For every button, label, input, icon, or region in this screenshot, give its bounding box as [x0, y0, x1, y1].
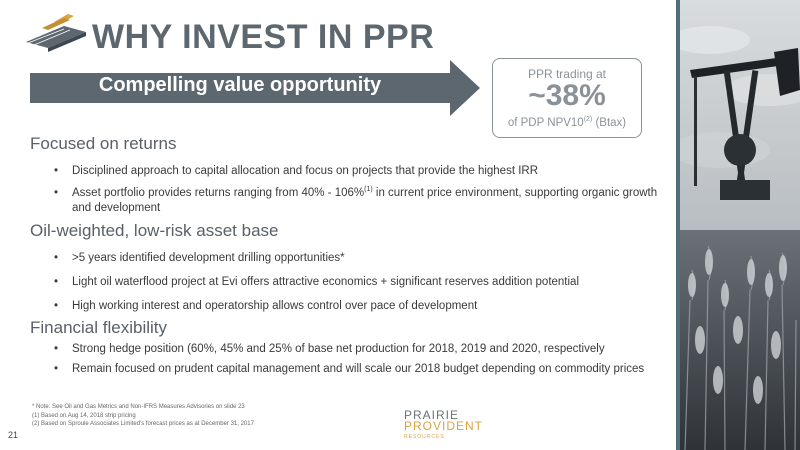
company-logo-icon	[26, 14, 86, 52]
bullet-item: • Asset portfolio provides returns rangin…	[54, 186, 658, 214]
valuation-callout: PPR trading at ~38% of PDP NPV10(2) (Bta…	[492, 58, 642, 138]
bullet-item: • High working interest and operatorship …	[54, 300, 478, 312]
page-number: 21	[8, 430, 19, 440]
footnote-note: * Note: See Oil and Gas Metrics and Non-…	[32, 404, 245, 410]
callout-subtext: of PDP NPV10(2) (Btax)	[507, 116, 627, 129]
bullet-item: • Strong hedge position (60%, 45% and 25%…	[54, 343, 605, 355]
footnote-2: (2) Based on Sproule Associates Limited'…	[32, 421, 254, 427]
bullet-item: • Disciplined approach to capital allocat…	[54, 165, 539, 177]
callout-caption: PPR trading at	[527, 67, 607, 81]
page-title: WHY INVEST IN PPR	[92, 18, 435, 56]
callout-value: ~38%	[528, 79, 606, 112]
section-heading-asset-base: Oil-weighted, low-risk asset base	[30, 221, 279, 240]
section-heading-financial: Financial flexibility	[30, 318, 167, 337]
pumpjack-photo	[680, 0, 800, 450]
bullet-item: • Remain focused on prudent capital manag…	[54, 363, 645, 375]
brand-wordmark: PRAIRIE PROVIDENT RESOURCES	[404, 408, 484, 440]
footnote-1: (1) Based on Aug 14, 2018 strip pricing	[32, 413, 136, 419]
photo-divider	[676, 0, 680, 450]
bullet-item: • Light oil waterflood project at Evi off…	[54, 276, 580, 288]
bullet-item: • >5 years identified development drillin…	[54, 252, 345, 264]
banner-arrow	[30, 60, 480, 116]
banner-label: Compelling value opportunity	[98, 74, 382, 96]
section-heading-returns: Focused on returns	[30, 134, 177, 153]
